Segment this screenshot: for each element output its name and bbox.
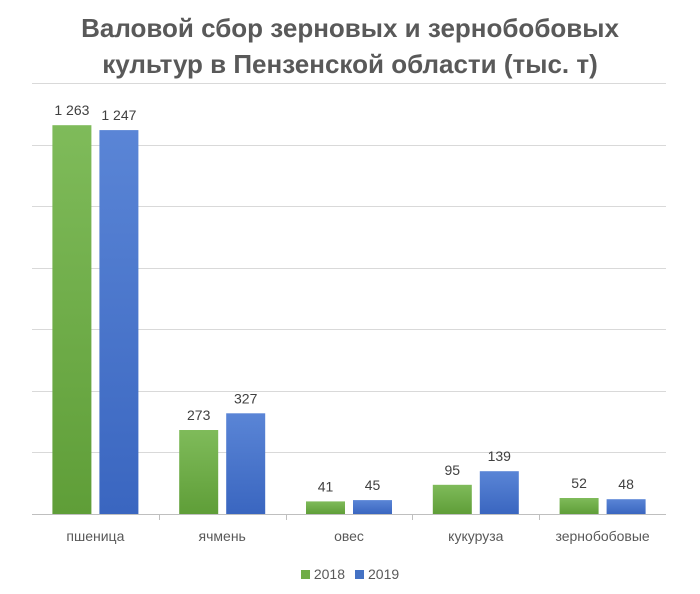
data-label-2019-пшеница: 1 247	[101, 107, 136, 123]
legend-swatch-2019	[355, 569, 364, 579]
legend: 2018 2019	[0, 566, 700, 582]
data-label-2018-ячмень: 273	[187, 407, 211, 423]
category-label-кукуруза: кукуруза	[448, 528, 503, 544]
data-label-2018-овес: 41	[318, 478, 334, 494]
chart-title: Валовой сбор зерновых и зернобобовых кул…	[0, 10, 700, 82]
bar-2018-пшеница	[52, 125, 92, 514]
bar-2018-овес	[306, 501, 345, 514]
data-label-2018-кукуруза: 95	[445, 462, 461, 478]
chart-title-line-1: Валовой сбор зерновых и зернобобовых	[81, 13, 619, 43]
legend-item-2019: 2019	[355, 566, 399, 582]
category-label-пшеница: пшеница	[66, 528, 124, 544]
bar-2019-овес	[353, 500, 392, 514]
category-label-зернобобовые: зернобобовые	[555, 528, 649, 544]
chart-title-line-2: культур в Пензенской области (тыс. т)	[102, 49, 598, 79]
bar-2019-ячмень	[226, 413, 266, 514]
category-label-ячмень: ячмень	[199, 528, 246, 544]
bar-2018-зернобобовые	[559, 498, 599, 514]
bar-2019-пшеница	[99, 130, 139, 514]
legend-swatch-2018	[300, 569, 310, 579]
legend-item-2018: 2018	[300, 566, 345, 582]
bar-2019-кукуруза	[479, 471, 519, 514]
category-label-овес: овес	[334, 528, 364, 544]
bar-2019-зернобобовые	[606, 499, 646, 514]
data-label-2018-пшеница: 1 263	[54, 102, 89, 118]
data-label-2019-зернобобовые: 48	[618, 476, 634, 492]
data-label-2019-кукуруза: 139	[488, 448, 512, 464]
bar-2018-кукуруза	[432, 484, 472, 514]
legend-label-2018: 2018	[313, 566, 345, 582]
data-label-2019-ячмень: 327	[234, 390, 258, 406]
data-label-2018-зернобобовые: 52	[571, 475, 587, 491]
data-label-2019-овес: 45	[365, 477, 381, 493]
legend-label-2019: 2019	[368, 566, 400, 582]
bar-2018-ячмень	[179, 430, 219, 514]
